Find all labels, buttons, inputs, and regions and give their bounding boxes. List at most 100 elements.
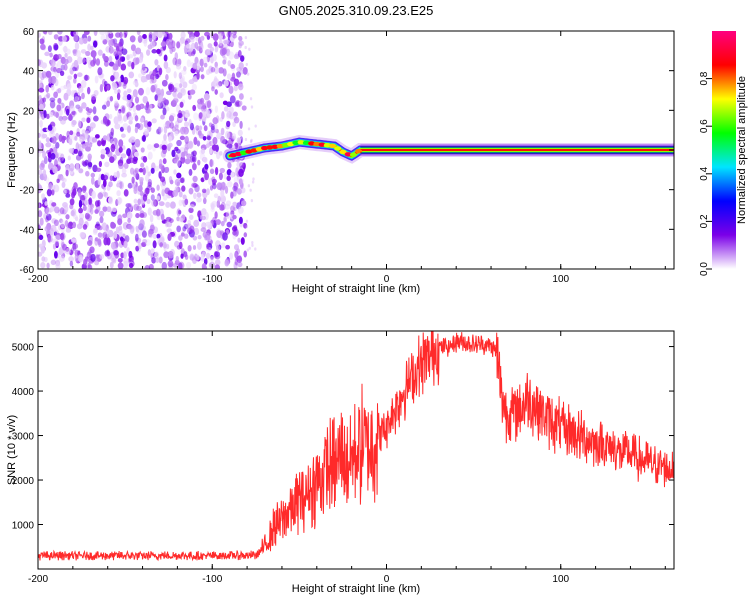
spectrogram-cell xyxy=(230,64,236,69)
spectrogram-cell xyxy=(127,60,132,67)
spectrogram-cell xyxy=(189,36,195,43)
spectrogram-cell xyxy=(85,146,91,152)
spectrogram-cell xyxy=(147,151,153,160)
spectrogram-cell xyxy=(50,152,56,160)
spectrogram-cell xyxy=(184,146,188,154)
spectrogram-cell xyxy=(48,162,54,171)
spectrogram-cell xyxy=(232,121,236,128)
spectrogram-cell xyxy=(127,116,134,121)
spectrogram-cell xyxy=(213,193,219,199)
spectrogram-cell xyxy=(189,204,195,209)
spectrogram-cell xyxy=(200,74,205,80)
spectrogram-cell xyxy=(140,162,145,168)
spectrogram-cell xyxy=(146,143,153,151)
spectrogram-cell xyxy=(104,227,109,234)
spectrogram-cell xyxy=(212,216,217,224)
spectrogram-cell xyxy=(165,90,172,96)
spectrogram-cell xyxy=(250,105,254,109)
spectrogram-cell xyxy=(204,163,209,170)
spectrogram-cell xyxy=(99,216,104,224)
spectrogram-cell xyxy=(222,138,226,145)
spectrogram-cell xyxy=(127,182,133,189)
spectrogram-cell xyxy=(52,62,58,71)
spectrogram-cell xyxy=(227,162,232,169)
spectrogram-cell xyxy=(209,158,213,168)
spectrogram-cell xyxy=(137,242,142,250)
spectrogram-cell xyxy=(114,100,119,106)
spectrogram-cell xyxy=(99,74,104,80)
spectrogram-cell xyxy=(207,43,213,49)
spectrogram-cell xyxy=(159,181,164,187)
spectrogram-cell xyxy=(226,175,231,182)
y-tick-label: 0 xyxy=(28,146,34,157)
spectrogram-cell xyxy=(46,262,50,269)
spectrogram-cell xyxy=(68,147,74,154)
spectrogram-cell xyxy=(179,126,186,135)
spectrogram-cell xyxy=(102,115,108,124)
spectrogram-cell xyxy=(126,125,131,133)
spectrogram-cell xyxy=(118,225,123,231)
spectrogram-cell xyxy=(199,112,203,119)
spectrogram-cell xyxy=(225,130,230,139)
spectrogram-cell xyxy=(108,181,113,188)
spectrogram-cell xyxy=(44,51,50,57)
spectrogram-cell xyxy=(222,59,227,65)
spectrogram-cell xyxy=(245,219,249,223)
spectrogram-cell xyxy=(150,248,155,255)
spectrogram-cell xyxy=(169,122,175,129)
spectrogram-cell xyxy=(172,57,177,66)
spectrogram-cell xyxy=(183,121,190,128)
signal-track-blob xyxy=(266,145,274,150)
spectrogram-cell xyxy=(57,53,62,60)
spectrogram-cell xyxy=(108,113,113,120)
spectrogram-cell xyxy=(221,47,227,56)
signal-track-blob xyxy=(292,140,300,146)
spectrogram-cell xyxy=(210,66,216,73)
spectrogram-cell xyxy=(171,149,176,158)
spectrogram-cell xyxy=(97,192,104,200)
spectrogram-cell xyxy=(113,171,118,178)
spectrogram-cell xyxy=(188,118,192,127)
spectrogram-cell xyxy=(254,247,257,251)
spectrogram-cell xyxy=(118,41,123,47)
spectrogram-cell xyxy=(93,31,98,36)
spectrogram-cell xyxy=(161,261,168,269)
spectrogram-cell xyxy=(194,41,199,50)
spectrogram-cell xyxy=(226,221,233,228)
spectrogram-cell xyxy=(73,59,79,68)
spectrogram-cell xyxy=(181,151,186,158)
spectrogram-cell xyxy=(51,202,57,207)
spectrogram-cell xyxy=(192,163,197,171)
spectrogram-cell xyxy=(122,213,128,219)
x-tick-label: 100 xyxy=(552,274,569,285)
spectrogram-cell xyxy=(153,199,159,207)
spectrogram-cell xyxy=(186,43,191,49)
spectrogram-cell xyxy=(62,243,67,251)
spectrogram-cell xyxy=(151,199,157,207)
spectrogram-cell xyxy=(183,66,187,72)
spectrogram-cell xyxy=(174,52,179,60)
spectrogram-cell xyxy=(77,72,83,78)
spectrogram-cell xyxy=(180,87,185,94)
spectrogram-cell xyxy=(229,40,234,48)
spectrogram-cell xyxy=(52,111,59,117)
spectrogram-cell xyxy=(84,212,90,220)
spectrogram-cell xyxy=(102,179,107,188)
spectrogram-cell xyxy=(53,250,58,259)
spectrogram-cell xyxy=(165,120,171,129)
spectrogram-cell xyxy=(239,161,245,169)
spectrogram-cell xyxy=(77,254,84,263)
spectrogram-cell xyxy=(121,106,125,114)
spectrogram-cell xyxy=(162,107,167,116)
spectrogram-cell xyxy=(102,231,108,239)
spectrogram-cell xyxy=(118,146,123,153)
spectrogram-cell xyxy=(205,143,211,148)
spectrogram-cell xyxy=(38,59,41,67)
colorbar-label: Normalized spectral amplitude xyxy=(736,76,748,224)
spectrogram-cell xyxy=(163,123,167,129)
spectrogram-cell xyxy=(139,117,145,123)
spectrogram-cell xyxy=(225,200,232,207)
spectrogram-cell xyxy=(77,56,83,65)
spectrogram-cell xyxy=(139,190,144,197)
spectrogram-cell xyxy=(122,83,127,89)
